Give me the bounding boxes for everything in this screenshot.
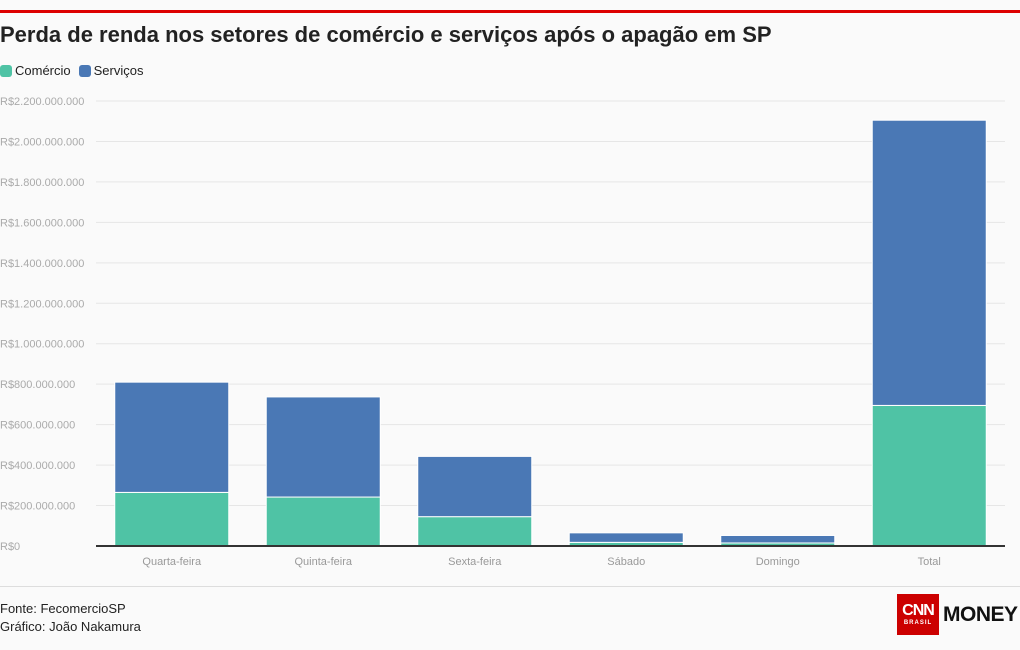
x-tick-label: Quarta-feira (142, 556, 202, 568)
y-tick-label: R$800.000.000 (0, 379, 75, 391)
legend: Comércio Serviços (0, 63, 151, 78)
y-tick-label: R$1.800.000.000 (0, 177, 84, 189)
bar-servicos[interactable] (114, 381, 230, 493)
legend-label-servicos: Serviços (93, 63, 144, 78)
y-tick-label: R$2.000.000.000 (0, 136, 84, 148)
x-tick-label: Domingo (756, 556, 800, 568)
legend-swatch-comercio (0, 64, 12, 77)
x-tick-label: Sábado (607, 556, 645, 568)
legend-swatch-servicos (78, 64, 91, 77)
bar-comercio[interactable] (114, 491, 230, 547)
y-tick-label: R$1.400.000.000 (0, 258, 84, 270)
x-tick-label: Sexta-feira (448, 556, 502, 568)
x-tick-label: Total (918, 556, 941, 568)
bar-comercio[interactable] (871, 404, 987, 547)
legend-item-servicos[interactable]: Serviços (78, 63, 144, 78)
credit-text: Gráfico: João Nakamura (0, 619, 141, 634)
cnn-logo-text: CNN (902, 601, 935, 619)
legend-item-comercio[interactable]: Comércio (0, 63, 71, 78)
bar-servicos[interactable] (720, 534, 836, 544)
y-tick-label: R$1.600.000.000 (0, 217, 84, 229)
cnn-brasil-text: BRASIL (903, 619, 933, 626)
cnn-money-logo: CNN BRASIL MONEY (897, 594, 1020, 635)
chart-title: Perda de renda nos setores de comércio e… (0, 22, 772, 47)
bar-servicos[interactable] (417, 455, 533, 518)
bar-servicos[interactable] (871, 119, 987, 406)
x-tick-label: Quinta-feira (295, 556, 353, 568)
top-accent-bar (0, 10, 1020, 13)
bar-servicos[interactable] (568, 532, 684, 543)
y-tick-label: R$1.000.000.000 (0, 339, 84, 351)
bar-servicos[interactable] (265, 396, 381, 498)
source-text: Fonte: FecomercioSP (0, 601, 126, 616)
source-block: Fonte: FecomercioSP Gráfico: João Nakamu… (0, 600, 141, 636)
money-logo-text: MONEY (943, 602, 1018, 626)
y-tick-label: R$600.000.000 (0, 420, 75, 432)
y-tick-label: R$0 (0, 541, 20, 553)
legend-label-comercio: Comércio (15, 63, 71, 78)
bar-comercio[interactable] (265, 496, 381, 547)
bar-chart: R$0 R$200.000.000 R$400.000.000 R$600.000.0… (0, 96, 1005, 568)
bar-comercio[interactable] (417, 516, 533, 547)
y-tick-label: R$1.200.000.000 (0, 298, 84, 310)
footer-divider (0, 586, 1020, 587)
y-tick-label: R$400.000.000 (0, 460, 75, 472)
cnn-logo-box: CNN BRASIL (897, 594, 939, 635)
y-tick-label: R$200.000.000 (0, 501, 75, 513)
y-tick-label: R$2.200.000.000 (0, 96, 84, 108)
